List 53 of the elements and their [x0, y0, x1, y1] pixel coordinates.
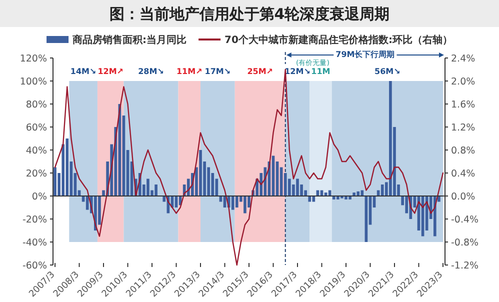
bar: [380, 184, 384, 196]
y-tick-label: 20%: [26, 168, 47, 180]
legend-label: 商品房销售面积:当月同比: [72, 34, 187, 46]
bar: [352, 192, 356, 196]
band-label: 11M↗: [176, 67, 202, 76]
bar: [296, 178, 299, 196]
band-label: 11M: [311, 67, 330, 76]
band-label: 28M↘: [138, 67, 164, 76]
bar: [86, 196, 89, 210]
y2-tick-label: 2.0%: [451, 76, 476, 88]
y2-tick-label: -1.2%: [451, 260, 479, 272]
bar: [356, 191, 360, 196]
y2-tick-label: 2.4%: [451, 54, 476, 64]
band-label: 17M↘: [204, 67, 231, 76]
y2-tick-label: 1.6%: [451, 100, 476, 110]
bar: [66, 138, 69, 196]
bar: [146, 178, 150, 196]
bar: [336, 196, 340, 200]
y2-tick-label: 0.4%: [451, 168, 476, 180]
bar: [312, 196, 316, 202]
y-tick-label: 40%: [26, 146, 47, 156]
bar: [433, 196, 436, 236]
y-tick-label: 60%: [26, 122, 47, 134]
y-tick-label: -20%: [22, 214, 47, 226]
bar: [308, 196, 312, 202]
band-label: 25M↗: [247, 67, 274, 76]
y2-tick-label: 0.8%: [451, 146, 476, 156]
bar: [154, 184, 158, 196]
band-label: 56M↘: [374, 67, 400, 76]
y2-tick-label: -0.8%: [451, 238, 479, 248]
y2-tick-label: -0.4%: [451, 214, 479, 226]
bar: [235, 196, 238, 208]
y2-tick-label: 0.0%: [451, 192, 476, 202]
bar: [348, 196, 352, 200]
bar: [332, 196, 336, 200]
bar: [389, 81, 392, 196]
band-label: 12M↗: [98, 67, 124, 76]
y-tick-label: -40%: [22, 238, 47, 248]
chart-title: 图：当前地产信用处于第4轮深度衰退周期: [109, 5, 390, 23]
y-tick-label: 80%: [26, 100, 47, 110]
bar: [360, 190, 364, 196]
bar: [54, 167, 56, 196]
y-tick-label: -60%: [22, 260, 47, 272]
y-tick-label: 120%: [20, 54, 47, 64]
bar: [199, 150, 202, 196]
annotation: 79M长下行周期: [336, 50, 395, 59]
bar: [244, 196, 246, 214]
y2-tick-label: 1.2%: [451, 122, 476, 134]
y-tick-label: 100%: [20, 76, 47, 88]
y-tick-label: 0%: [32, 192, 47, 202]
band-label: 14M↘: [70, 67, 96, 76]
bar: [344, 196, 348, 200]
legend-label: 70个大中城市新建商品住宅价格指数:环比（右轴）: [224, 34, 452, 46]
